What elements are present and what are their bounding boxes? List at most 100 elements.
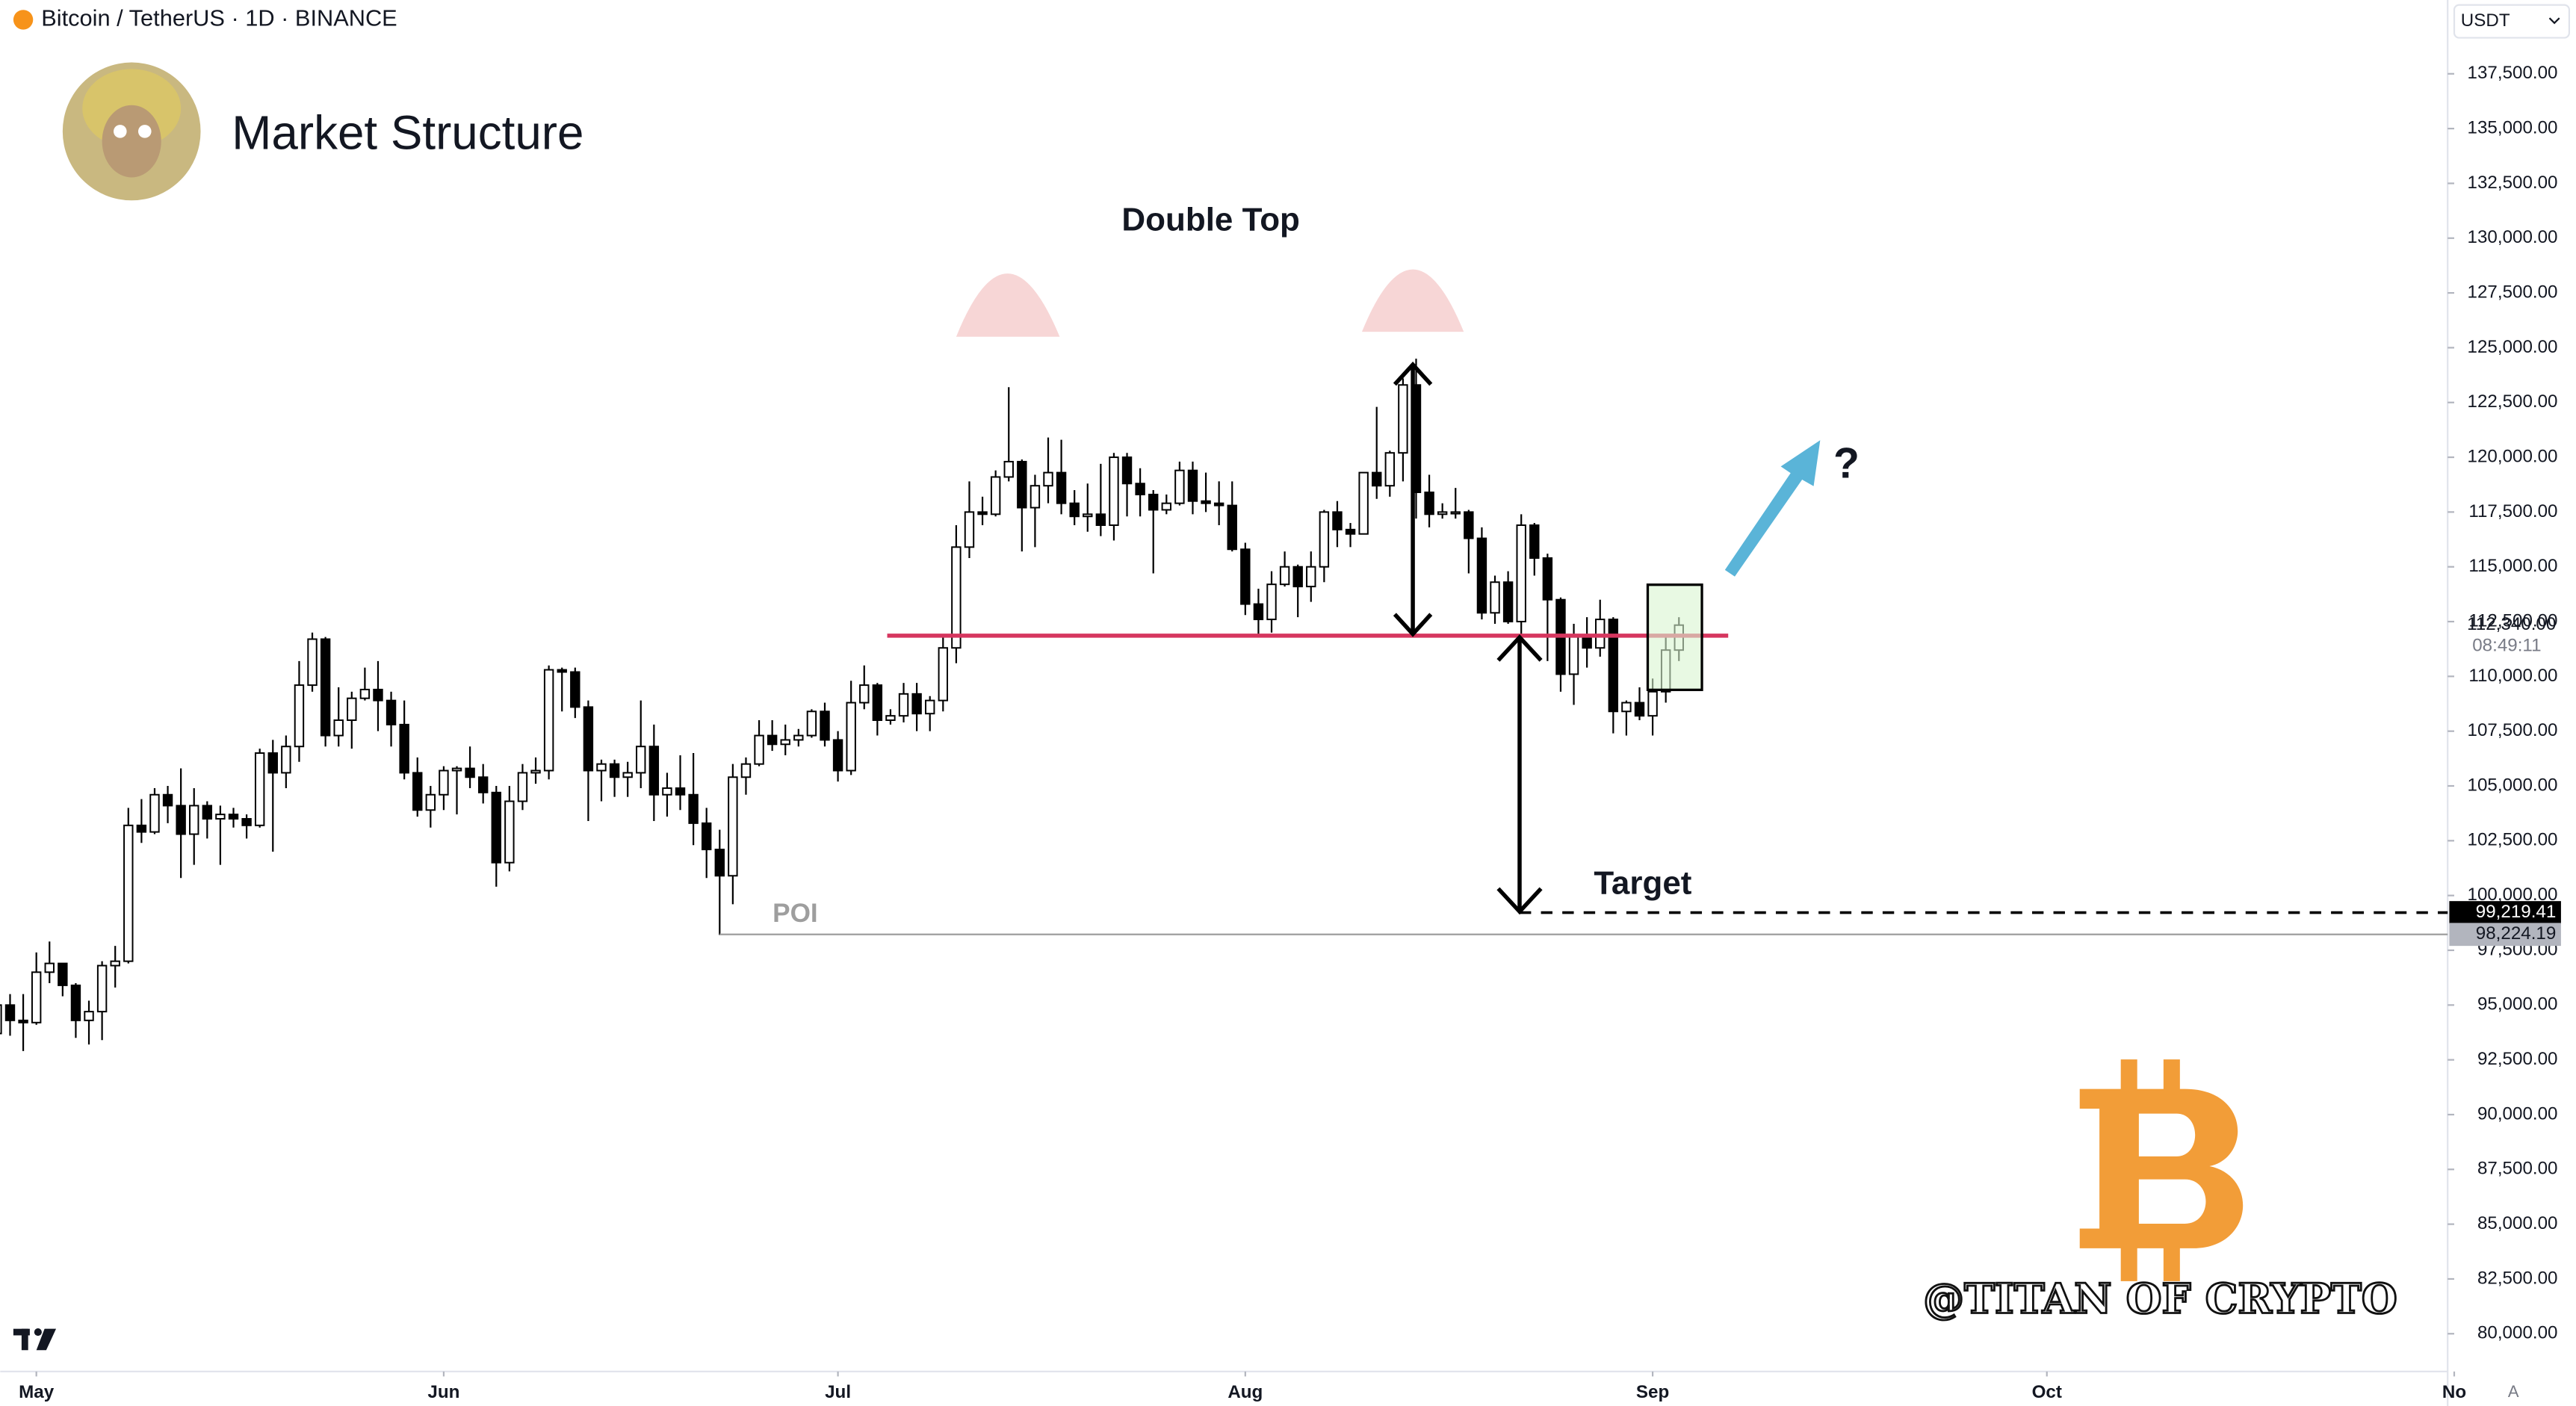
candle-body xyxy=(1542,557,1553,601)
y-tick-label: 120,000.00 xyxy=(2468,446,2558,466)
candle-body xyxy=(267,752,278,774)
arrow-head xyxy=(1393,613,1433,637)
candle-body xyxy=(806,710,817,737)
chevron xyxy=(2548,17,2560,25)
candle-body xyxy=(964,511,975,548)
candle-body xyxy=(1292,566,1303,588)
candle-body xyxy=(1187,469,1198,502)
currency-label: USDT xyxy=(2461,10,2510,31)
candle-body xyxy=(254,752,265,826)
candle-body xyxy=(1319,511,1330,568)
logo-bar xyxy=(2163,1059,2180,1093)
candle-body xyxy=(1306,566,1316,588)
candle-body xyxy=(439,769,449,796)
candle-body xyxy=(1621,702,1632,713)
candle-body xyxy=(1017,460,1027,509)
candle-body xyxy=(425,793,436,811)
arrow-head xyxy=(1393,362,1433,386)
candle-body xyxy=(176,805,186,835)
candle-body xyxy=(1529,524,1540,559)
candle-body xyxy=(1030,485,1041,509)
candle-body xyxy=(1384,452,1396,487)
y-tick-label: 110,000.00 xyxy=(2468,666,2557,686)
arrow-head xyxy=(1496,634,1543,662)
candle-body xyxy=(1213,502,1224,507)
candle-body xyxy=(110,960,120,967)
y-tick-label: 115,000.00 xyxy=(2468,556,2557,576)
candle-body xyxy=(1398,384,1408,454)
candle-body xyxy=(281,746,291,774)
candle-body xyxy=(84,1011,94,1021)
candle-body xyxy=(924,699,935,715)
y-tick-label: 122,500.00 xyxy=(2468,391,2558,412)
candle-body xyxy=(333,719,344,737)
candle-body xyxy=(215,814,226,820)
candle-body xyxy=(31,971,42,1023)
y-tick-label: 82,500.00 xyxy=(2477,1268,2558,1288)
price-tag-label: 98,224.19 xyxy=(2476,923,2557,944)
candle-body xyxy=(1437,511,1448,515)
candle-body xyxy=(1358,471,1369,535)
y-tick-label: 112,500.00 xyxy=(2468,610,2557,631)
y-tick-label: 102,500.00 xyxy=(2468,830,2558,850)
x-tick-label: Jun xyxy=(427,1382,459,1402)
candle-body xyxy=(688,793,699,824)
y-tick-label: 135,000.00 xyxy=(2468,117,2558,137)
candle-body xyxy=(96,964,108,1013)
target-label: Target xyxy=(1594,865,1691,902)
candle-body xyxy=(1121,456,1133,485)
candle-body xyxy=(1083,513,1093,518)
candle-body xyxy=(793,734,804,741)
candle-body xyxy=(1450,511,1461,515)
x-tick-label: May xyxy=(19,1382,55,1402)
candle-body xyxy=(636,746,646,774)
question-mark: ? xyxy=(1833,439,1860,487)
candle-body xyxy=(44,962,55,973)
candle-body xyxy=(885,715,896,722)
candle-body xyxy=(1647,690,1658,717)
candle-body xyxy=(675,787,686,796)
candle-body xyxy=(70,984,81,1021)
y-tick-label: 87,500.00 xyxy=(2477,1159,2558,1179)
candle-body xyxy=(1608,619,1619,713)
candle-body xyxy=(530,769,541,774)
hump xyxy=(956,273,1060,337)
candle-body xyxy=(58,962,68,986)
candle-body xyxy=(1056,471,1067,504)
y-tick-label: 105,000.00 xyxy=(2468,775,2558,795)
poi-label: POI xyxy=(773,899,818,928)
symbol-icon xyxy=(13,10,34,30)
candle-body xyxy=(583,706,594,772)
candle-body xyxy=(596,763,607,772)
candle-body xyxy=(1253,603,1264,621)
auto-button[interactable] xyxy=(2493,1378,2533,1405)
avatar-eye xyxy=(114,125,127,138)
auto-label: A xyxy=(2508,1382,2519,1401)
candle-body xyxy=(1490,581,1500,614)
logo-part xyxy=(21,1328,28,1351)
candle-body xyxy=(832,739,843,772)
candle-body xyxy=(477,776,489,793)
candle-body xyxy=(767,734,778,746)
up-arrow xyxy=(1724,440,1821,577)
candle-body xyxy=(517,772,528,802)
currency-button[interactable] xyxy=(2453,4,2571,39)
y-tick-label: 90,000.00 xyxy=(2477,1103,2558,1124)
candle-body xyxy=(149,793,160,833)
candle-body xyxy=(202,805,213,820)
price-tag xyxy=(2449,901,2561,924)
logo-part xyxy=(36,1328,57,1351)
candle-body xyxy=(386,699,397,725)
avatar-face xyxy=(102,105,161,178)
candle-body xyxy=(911,693,922,715)
y-tick-label: 137,500.00 xyxy=(2468,63,2558,83)
candle-body xyxy=(1161,502,1172,511)
candle-body xyxy=(1148,493,1159,511)
tv-logo xyxy=(13,1328,57,1351)
x-tick-label: Oct xyxy=(2032,1382,2062,1402)
candle-body xyxy=(701,822,712,851)
candle-body xyxy=(162,793,173,807)
candle-body xyxy=(399,723,409,774)
candle-body xyxy=(1201,500,1211,504)
